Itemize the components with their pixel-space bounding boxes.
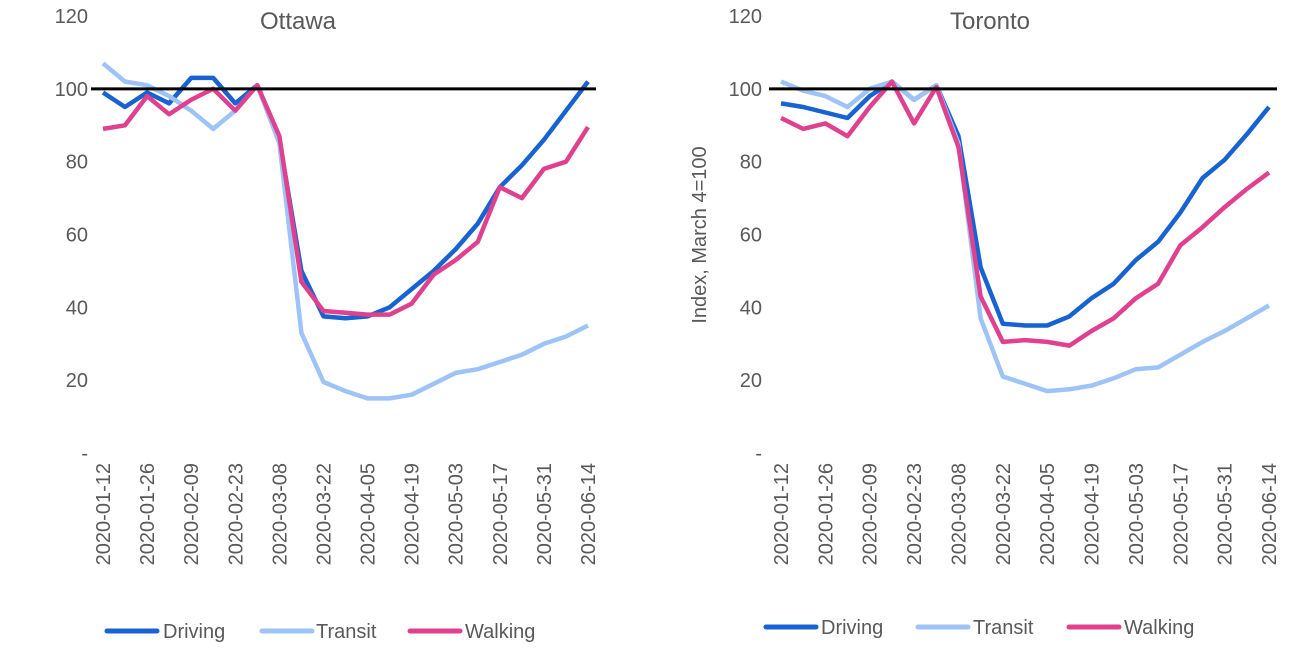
legend-label-driving: Driving [163, 621, 225, 643]
x-tick-label: 2020-01-26 [137, 463, 159, 565]
y-tick-label: 40 [740, 297, 762, 319]
toronto-chart: - 20 40 60 80 100 120 Toronto Index, March 4=100… [650, 0, 1300, 656]
x-tick-label: 2020-04-05 [1037, 463, 1059, 565]
x-tick-label: 2020-01-12 [771, 463, 793, 565]
x-tick-label: 2020-03-08 [269, 463, 291, 565]
y-tick-label: 80 [66, 152, 88, 174]
y-tick-label: 40 [66, 297, 88, 319]
x-tick-label: 2020-05-03 [1126, 463, 1148, 565]
legend-label-transit: Transit [973, 617, 1034, 639]
x-tick-label: 2020-02-23 [904, 463, 926, 565]
y-tick-label: - [81, 443, 88, 465]
legend-label-transit: Transit [316, 621, 377, 643]
x-tick-label: 2020-05-03 [446, 463, 468, 565]
series-line-walking [102, 82, 590, 317]
legend-label-driving: Driving [821, 617, 883, 639]
x-tick-label: 2020-03-22 [313, 463, 335, 565]
x-tick-label: 2020-06-14 [578, 463, 600, 565]
y-tick-label: 60 [740, 225, 762, 247]
y-tick-label: 20 [740, 370, 762, 392]
y-tick-label: 100 [55, 79, 88, 101]
chart-title: Ottawa [260, 8, 337, 35]
x-tick-label: 2020-04-19 [402, 463, 424, 565]
y-axis-label: Index, March 4=100 [689, 146, 711, 323]
x-tick-label: 2020-05-17 [1170, 463, 1192, 565]
x-tick-label: 2020-02-23 [225, 463, 247, 565]
x-tick-label: 2020-06-14 [1259, 463, 1281, 565]
y-tick-label: - [755, 443, 762, 465]
x-tick-label: 2020-05-31 [534, 463, 556, 565]
series-line-driving [780, 79, 1271, 328]
chart-title: Toronto [950, 8, 1030, 35]
series-line-transit [101, 61, 590, 401]
x-tick-label: 2020-02-09 [181, 463, 203, 565]
y-tick-label: 60 [66, 225, 88, 247]
series-line-walking [780, 79, 1271, 348]
y-tick-label: 80 [740, 152, 762, 174]
ottawa-chart: - 20 40 60 80 100 120 Ottawa 2020-01-12 2020-01-2… [55, 6, 600, 643]
x-tick-label: 2020-02-09 [860, 463, 882, 565]
x-tick-label: 2020-01-12 [93, 463, 115, 565]
legend-label-walking: Walking [1124, 617, 1194, 639]
series-line-transit [780, 79, 1271, 394]
y-tick-label: 120 [729, 6, 762, 28]
ottawa-chart-svg: - 20 40 60 80 100 120 Ottawa 2020-01-12 2020-01-2… [55, 6, 600, 643]
x-tick-label: 2020-03-08 [948, 463, 970, 565]
series-line-driving [101, 75, 590, 321]
y-tick-label: 20 [66, 370, 88, 392]
legend-label-walking: Walking [465, 621, 535, 643]
x-tick-label: 2020-05-31 [1215, 463, 1237, 565]
x-tick-label: 2020-05-17 [490, 463, 512, 565]
y-tick-label: 100 [729, 79, 762, 101]
toronto-chart-svg: - 20 40 60 80 100 120 Toronto Index, March 4=100… [689, 6, 1281, 639]
y-tick-label: 120 [55, 6, 88, 28]
x-tick-label: 2020-03-22 [993, 463, 1015, 565]
x-tick-label: 2020-01-26 [815, 463, 837, 565]
x-tick-label: 2020-04-05 [358, 463, 380, 565]
x-tick-label: 2020-04-19 [1082, 463, 1104, 565]
